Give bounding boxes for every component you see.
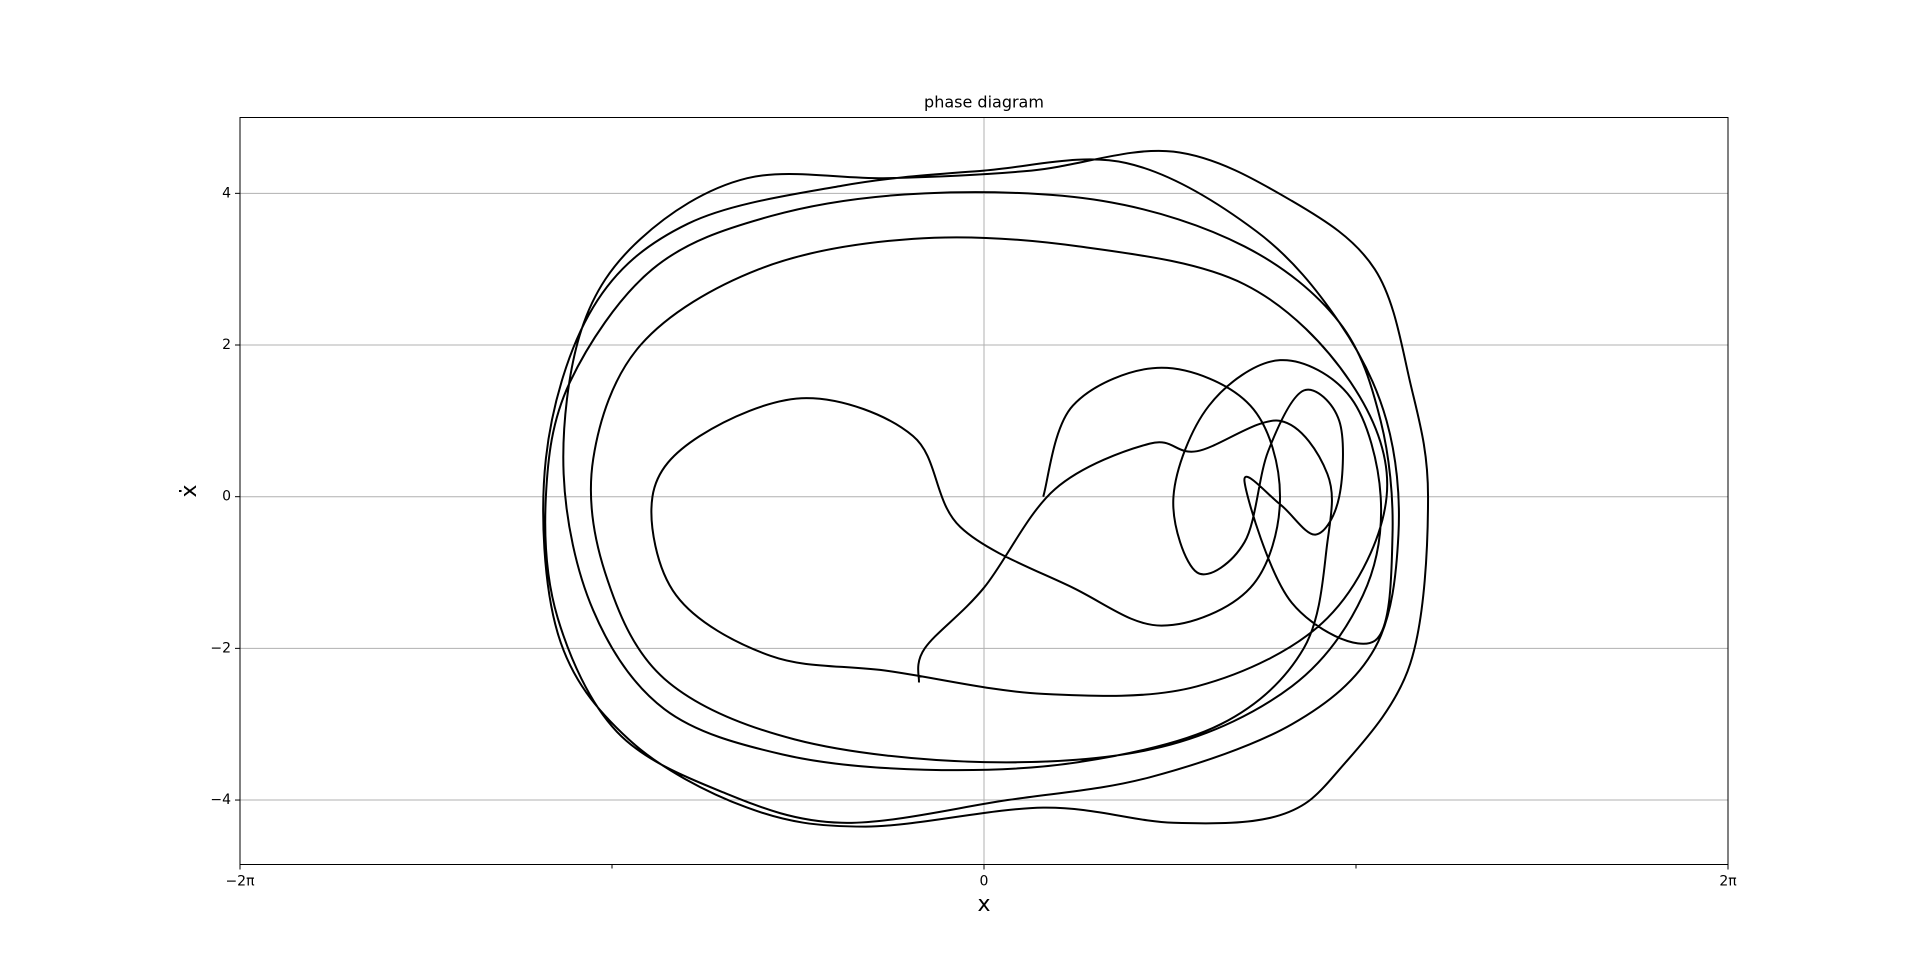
- y-axis-label: ẋ: [177, 484, 202, 497]
- chart-title: phase diagram: [924, 93, 1044, 112]
- trajectory: [542, 149, 1430, 828]
- x-tick-label: 0: [980, 874, 989, 890]
- x-tick-label: 2π: [1719, 874, 1737, 890]
- y-tick-label: 0: [222, 489, 231, 505]
- plot-frame: [239, 117, 1729, 865]
- y-tick-label: −2: [210, 640, 231, 656]
- x-axis-label: x: [977, 892, 990, 917]
- y-tick-label: −4: [210, 792, 231, 808]
- y-tick-label: 2: [222, 337, 231, 353]
- y-tick-label: 4: [222, 185, 231, 201]
- x-tick-label: −2π: [225, 874, 255, 890]
